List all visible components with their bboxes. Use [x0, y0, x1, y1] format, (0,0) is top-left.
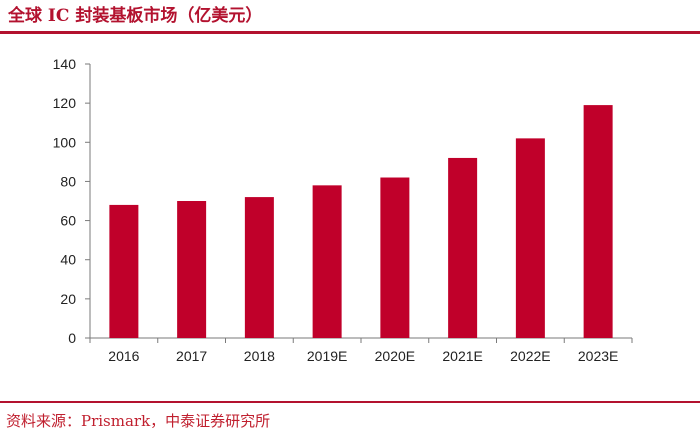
bar-2020E [380, 177, 410, 338]
x-tick-label: 2019E [307, 348, 347, 364]
x-tick-label: 2018 [244, 348, 275, 364]
x-tick-label: 2016 [108, 348, 139, 364]
x-tick-label: 2022E [510, 348, 550, 364]
source-note: 资料来源：Prismark，中泰证券研究所 [6, 412, 271, 430]
bar-2019E [312, 185, 342, 338]
y-tick-labels: 0 20 40 60 80 100 120 140 [53, 56, 77, 346]
bar-2017 [177, 201, 207, 338]
bars [109, 105, 613, 338]
y-tick-label: 140 [53, 56, 77, 72]
bar-2023E [583, 105, 613, 338]
bar-2021E [448, 157, 478, 338]
bar-chart: 0 20 40 60 80 100 120 140 2016 2017 2018 2019E 2020… [53, 56, 633, 364]
x-tick-label: 2020E [375, 348, 415, 364]
x-tick-label: 2023E [578, 348, 618, 364]
x-tick-label: 2021E [442, 348, 482, 364]
source-rule [0, 401, 700, 403]
y-tick-label: 120 [53, 95, 77, 111]
y-tick-label: 0 [68, 330, 76, 346]
y-tick-label: 80 [60, 173, 76, 189]
y-tick-label: 100 [53, 134, 77, 150]
x-tick-labels: 2016 2017 2018 2019E 2020E 2021E 2022E 2023E [108, 348, 618, 364]
bar-2022E [515, 138, 545, 338]
y-tick-label: 20 [60, 291, 76, 307]
axes [85, 63, 633, 343]
y-tick-label: 60 [60, 213, 76, 229]
title-rule [0, 31, 700, 34]
y-tick-label: 40 [60, 252, 76, 268]
chart-title: 全球 IC 封装基板市场（亿美元） [8, 6, 263, 26]
bar-2018 [244, 197, 274, 338]
x-tick-label: 2017 [176, 348, 207, 364]
bar-2016 [109, 204, 139, 338]
